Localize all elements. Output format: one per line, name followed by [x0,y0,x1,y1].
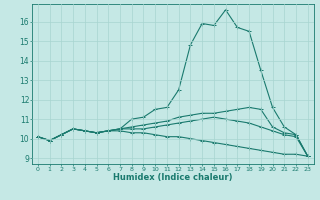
X-axis label: Humidex (Indice chaleur): Humidex (Indice chaleur) [113,173,233,182]
